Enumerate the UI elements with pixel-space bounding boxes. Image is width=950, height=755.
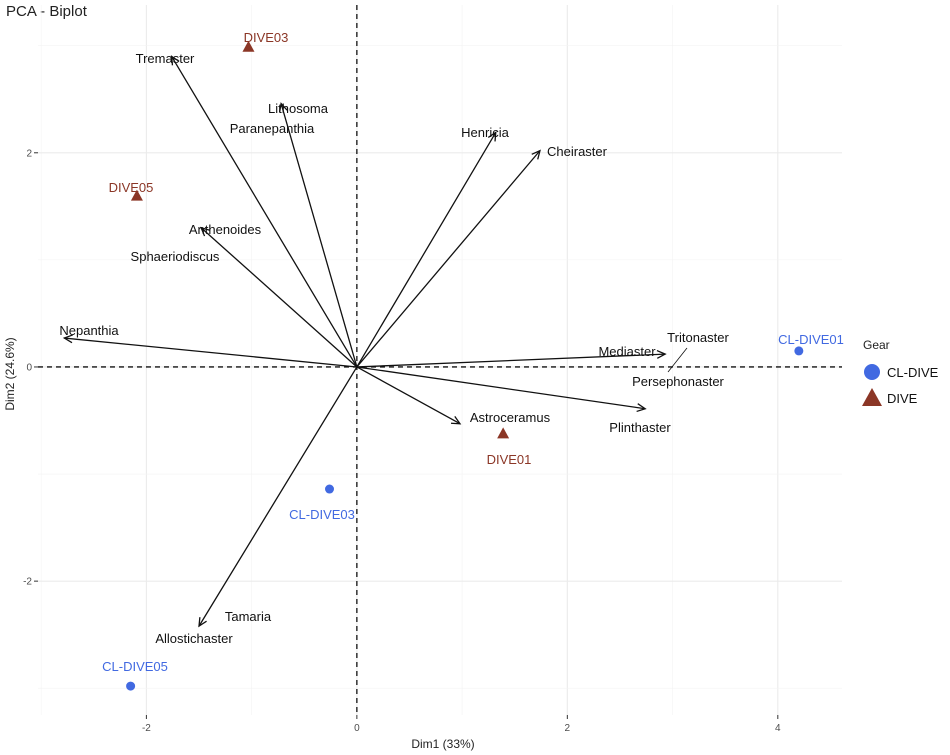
observation-labels: DIVE03 DIVE05 CL-DIVE01 DIVE01 CL-DIVE03 CL-D… (102, 30, 844, 674)
x-tick-label: 2 (565, 723, 571, 734)
variable-label: Tamaria (225, 609, 272, 624)
variable-label: Persephonaster (632, 374, 724, 389)
variable-label: Tremaster (136, 51, 195, 66)
variable-arrow (200, 227, 358, 368)
observation-label: CL-DIVE01 (778, 332, 844, 347)
observation-label: DIVE03 (244, 30, 289, 45)
variable-arrows (62, 55, 667, 628)
variable-arrow (356, 353, 666, 368)
x-tick-label: -2 (142, 723, 151, 734)
chart-title: PCA - Biplot (6, 3, 88, 20)
observation-point-triangle (497, 427, 510, 439)
observation-point-circle (126, 681, 136, 691)
reference-lines (38, 5, 842, 715)
arrow-head (531, 149, 541, 160)
observation-label: CL-DIVE05 (102, 659, 168, 674)
x-axis-title: Dim1 (33%) (411, 737, 474, 751)
legend-key-circle (864, 364, 880, 380)
variable-arrow (356, 132, 497, 368)
arrow-head (200, 226, 210, 237)
observation-label: DIVE05 (109, 180, 154, 195)
variable-label: Cheiraster (547, 144, 608, 159)
arrow-head (636, 403, 647, 413)
variable-label: Nepanthia (59, 323, 119, 338)
arrow-head (278, 102, 288, 113)
observation-point-triangle (242, 40, 255, 52)
observation-point-circle (794, 346, 804, 356)
variable-arrow (356, 366, 461, 425)
variable-label: Anthenoides (189, 222, 262, 237)
axis-ticks: -2 0 2 4 -2 0 2 (23, 148, 781, 734)
variable-label: Allostichaster (155, 631, 233, 646)
y-tick-label: 0 (26, 362, 32, 373)
label-leader-line (667, 347, 688, 373)
variable-arrow (64, 337, 357, 368)
observation-point-triangle (130, 189, 143, 201)
variable-label: Tritonaster (667, 330, 729, 345)
variable-label: Henricia (461, 125, 509, 140)
observation-points (126, 40, 804, 691)
variable-label: Sphaeriodiscus (131, 249, 220, 264)
arrow-head (487, 131, 497, 142)
variable-label: Lithosoma (268, 101, 329, 116)
variable-labels: Tremaster Lithosoma Paranepanthia Henricia C… (59, 51, 729, 646)
observation-label: DIVE01 (487, 452, 532, 467)
variable-label: Plinthaster (609, 420, 671, 435)
arrow-head (170, 55, 180, 66)
x-tick-label: 4 (775, 723, 781, 734)
variable-arrow (280, 103, 358, 368)
variable-arrow (171, 56, 358, 368)
variable-label: Mediaster (598, 344, 656, 359)
variable-arrow (356, 366, 646, 410)
legend-entry-label: CL-DIVE (887, 365, 939, 380)
arrow-head (198, 617, 207, 628)
y-axis-title: Dim2 (24.6%) (3, 337, 17, 410)
arrow-head (62, 334, 73, 344)
variable-arrow (356, 150, 541, 368)
y-tick-label: -2 (23, 577, 32, 588)
arrow-head (656, 349, 667, 359)
variable-arrow (198, 366, 358, 627)
grid (38, 5, 842, 715)
observation-point-circle (325, 484, 335, 494)
variable-label: Paranepanthia (230, 121, 315, 136)
legend-entry-label: DIVE (887, 391, 918, 406)
legend-title: Gear (863, 338, 890, 352)
variable-label: Astroceramus (470, 410, 551, 425)
observation-label: CL-DIVE03 (289, 507, 355, 522)
legend: Gear CL-DIVE DIVE (862, 338, 939, 406)
arrow-head (450, 416, 462, 425)
y-tick-label: 2 (26, 148, 32, 159)
x-tick-label: 0 (354, 723, 360, 734)
legend-key-triangle (862, 388, 882, 406)
